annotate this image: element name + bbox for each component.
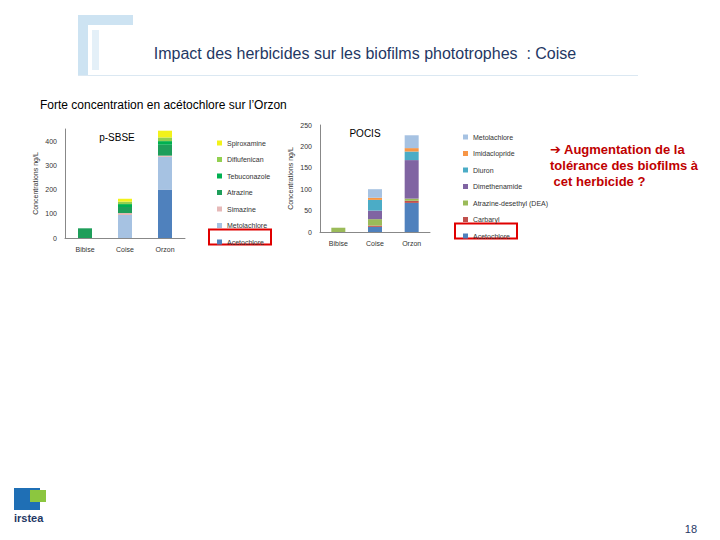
- svg-text:Forte concentration en acétoch: Forte concentration en acétochlore sur l…: [40, 98, 287, 112]
- svg-text:tolérance des biofilms à: tolérance des biofilms à: [550, 158, 699, 173]
- svg-text:Metolachlore: Metolachlore: [473, 134, 513, 141]
- svg-text:POCIS: POCIS: [349, 128, 380, 139]
- svg-text:Impact des herbicides sur les: Impact des herbicides sur les biofilms p…: [154, 45, 577, 62]
- svg-text:Orzon: Orzon: [402, 240, 421, 247]
- svg-text:Imidaclopride: Imidaclopride: [473, 150, 515, 158]
- svg-text:0: 0: [308, 229, 312, 236]
- svg-text:Coise: Coise: [116, 246, 134, 253]
- svg-text:100: 100: [45, 210, 57, 217]
- svg-text:Bibise: Bibise: [75, 246, 94, 253]
- svg-text:50: 50: [304, 207, 312, 214]
- svg-text:Orzon: Orzon: [155, 246, 174, 253]
- svg-text:Tebuconazole: Tebuconazole: [227, 173, 270, 180]
- svg-text:150: 150: [300, 164, 312, 171]
- svg-text:Bibise: Bibise: [329, 240, 348, 247]
- svg-text:0: 0: [53, 235, 57, 242]
- svg-text:Coise: Coise: [366, 240, 384, 247]
- svg-text:300: 300: [45, 162, 57, 169]
- svg-text:200: 200: [300, 143, 312, 150]
- svg-text:18: 18: [685, 523, 697, 535]
- svg-text:Metolachlore: Metolachlore: [227, 222, 267, 229]
- svg-text:Carbaryl: Carbaryl: [473, 216, 500, 224]
- svg-text:Acetochlore: Acetochlore: [227, 239, 264, 246]
- svg-text:cet herbicide ?: cet herbicide ?: [550, 174, 645, 189]
- svg-text:Dimethenamide: Dimethenamide: [473, 183, 522, 190]
- svg-text:250: 250: [300, 122, 312, 129]
- svg-text:Simazine: Simazine: [227, 206, 256, 213]
- svg-text:Diflufenican: Diflufenican: [227, 156, 264, 163]
- svg-text:irstea: irstea: [14, 512, 44, 524]
- svg-text:Atrazine: Atrazine: [227, 189, 253, 196]
- svg-text:100: 100: [300, 186, 312, 193]
- svg-text:p-SBSE: p-SBSE: [99, 132, 135, 143]
- svg-text:Acetochlore: Acetochlore: [473, 233, 510, 240]
- svg-text:Atrazine-desethyl (DEA): Atrazine-desethyl (DEA): [473, 200, 548, 208]
- svg-text:➔ Augmentation de la: ➔ Augmentation de la: [550, 142, 688, 157]
- svg-text:400: 400: [45, 138, 57, 145]
- svg-text:Concentrations ng/L: Concentrations ng/L: [287, 147, 295, 210]
- svg-text:Spiroxamine: Spiroxamine: [227, 140, 266, 148]
- svg-text:Concentrations ng/L: Concentrations ng/L: [32, 152, 40, 215]
- svg-text:200: 200: [45, 186, 57, 193]
- svg-text:Diuron: Diuron: [473, 167, 494, 174]
